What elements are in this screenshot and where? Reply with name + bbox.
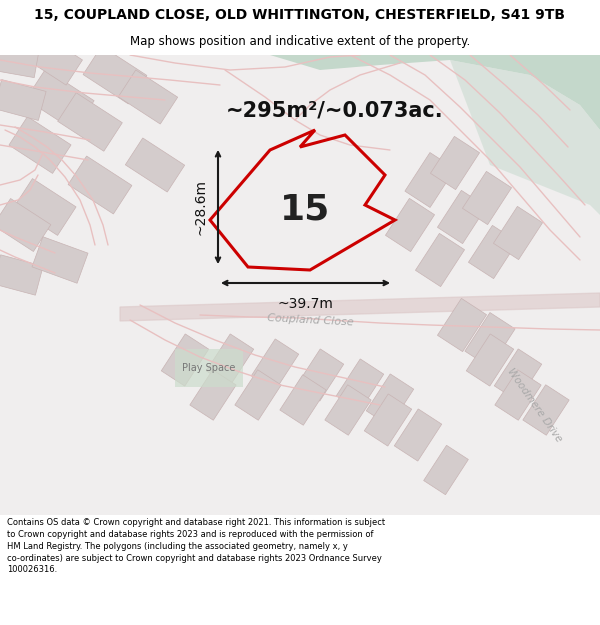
- Polygon shape: [325, 385, 371, 435]
- Polygon shape: [493, 206, 542, 259]
- Polygon shape: [9, 117, 71, 173]
- Polygon shape: [0, 79, 46, 121]
- Polygon shape: [270, 55, 600, 130]
- Text: 15: 15: [280, 193, 330, 227]
- Polygon shape: [424, 445, 469, 495]
- Polygon shape: [523, 385, 569, 435]
- Polygon shape: [251, 339, 299, 391]
- Polygon shape: [161, 334, 209, 386]
- Text: Woodmere Drive: Woodmere Drive: [506, 366, 564, 444]
- Text: Coupland Close: Coupland Close: [266, 312, 353, 328]
- Polygon shape: [32, 237, 88, 283]
- Polygon shape: [336, 359, 384, 411]
- Text: ~39.7m: ~39.7m: [278, 297, 334, 311]
- Polygon shape: [466, 334, 514, 386]
- Polygon shape: [366, 374, 414, 426]
- Polygon shape: [26, 69, 94, 131]
- Polygon shape: [465, 312, 515, 368]
- Text: Play Space: Play Space: [182, 363, 236, 373]
- Polygon shape: [495, 370, 541, 420]
- Polygon shape: [58, 92, 122, 151]
- Polygon shape: [437, 298, 487, 352]
- Polygon shape: [450, 60, 600, 215]
- Polygon shape: [0, 199, 51, 251]
- Polygon shape: [394, 409, 442, 461]
- Text: Contains OS data © Crown copyright and database right 2021. This information is : Contains OS data © Crown copyright and d…: [7, 518, 385, 574]
- Polygon shape: [206, 334, 254, 386]
- Polygon shape: [364, 394, 412, 446]
- Text: ~295m²/~0.073ac.: ~295m²/~0.073ac.: [226, 100, 444, 120]
- Polygon shape: [235, 370, 281, 420]
- Polygon shape: [83, 46, 147, 104]
- Text: Map shows position and indicative extent of the property.: Map shows position and indicative extent…: [130, 35, 470, 48]
- Polygon shape: [0, 42, 39, 78]
- Polygon shape: [14, 179, 76, 236]
- Polygon shape: [68, 156, 132, 214]
- Text: ~28.6m: ~28.6m: [194, 179, 208, 235]
- Polygon shape: [175, 349, 243, 387]
- Polygon shape: [28, 35, 82, 85]
- Polygon shape: [405, 152, 455, 208]
- Polygon shape: [430, 136, 479, 189]
- Polygon shape: [469, 226, 518, 279]
- Polygon shape: [437, 191, 487, 244]
- Polygon shape: [125, 138, 185, 192]
- Polygon shape: [385, 198, 434, 252]
- Polygon shape: [415, 233, 464, 287]
- Polygon shape: [494, 349, 542, 401]
- Polygon shape: [463, 171, 512, 224]
- Polygon shape: [118, 70, 178, 124]
- Polygon shape: [296, 349, 344, 401]
- Polygon shape: [0, 255, 43, 295]
- Polygon shape: [120, 293, 600, 321]
- Polygon shape: [280, 375, 326, 425]
- Polygon shape: [190, 370, 236, 420]
- Text: 15, COUPLAND CLOSE, OLD WHITTINGTON, CHESTERFIELD, S41 9TB: 15, COUPLAND CLOSE, OLD WHITTINGTON, CHE…: [35, 8, 566, 22]
